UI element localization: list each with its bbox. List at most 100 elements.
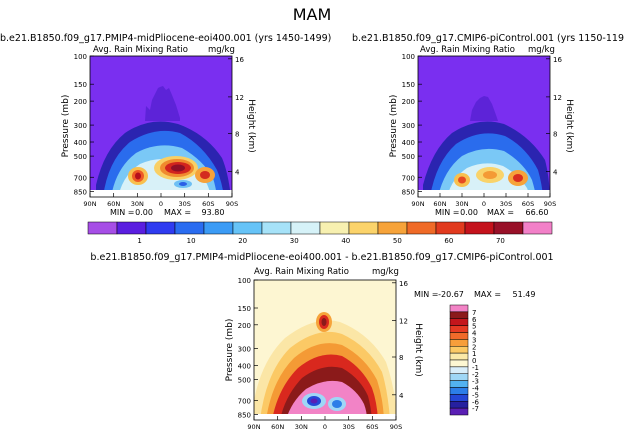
colorbar-swatch [116, 221, 147, 235]
panel-diff-y-ticks: 100 150 200 300 400 500 700 850 [238, 277, 258, 419]
panel-left-core-left-inner [135, 172, 141, 180]
y-tick-label: 400 [238, 362, 251, 370]
panel-diff-neg-left-dark [310, 398, 318, 404]
colorbar-label: 10 [187, 237, 196, 245]
x-tick-label: 30N [295, 423, 308, 431]
panel-diff-ylabel: Pressure (mb) [225, 319, 235, 382]
panel-left-tower [145, 86, 180, 121]
colorbar-swatch [290, 221, 321, 235]
diff-colorbar-swatch [449, 387, 469, 395]
panel-diff-max-value: 51.49 [513, 290, 536, 299]
height-tick-label: 8 [399, 354, 403, 362]
panel-diff-plot [254, 280, 396, 420]
y-tick-label: 100 [238, 277, 251, 285]
colorbar-swatch [377, 221, 408, 235]
panel-right-ylabel-right: Height (km) [564, 99, 574, 153]
y-tick-label: 150 [238, 305, 251, 313]
panel-diff-neg-right-core [332, 400, 342, 408]
diff-colorbar-label: 7 [472, 309, 476, 317]
panel-left-core-center-dark [171, 164, 185, 172]
panel-right-ylabel: Pressure (mb) [389, 95, 399, 158]
panel-left-min-value: 0.00 [135, 208, 153, 217]
height-tick-label: 16 [235, 56, 244, 64]
y-tick-label: 500 [238, 376, 251, 384]
y-tick-label: 700 [238, 397, 251, 405]
height-tick-label: 16 [553, 56, 562, 64]
panel-left-y-ticks: 100 150 200 300 400 500 700 850 [74, 53, 94, 196]
colorbar-swatch [406, 221, 437, 235]
diff-colorbar-swatch [449, 332, 469, 340]
panel-right-y-ticks: 100 150 200 300 400 500 700 850 [402, 53, 422, 196]
colorbar-swatch [232, 221, 263, 235]
x-tick-label: 90N [247, 423, 260, 431]
height-tick-label: 12 [399, 318, 408, 326]
panel-diff-height-ticks: 16 12 8 4 [392, 280, 408, 400]
diff-colorbar-label: -3 [472, 378, 479, 386]
x-tick-label: 0 [482, 200, 486, 208]
page-title: MAM [293, 5, 332, 24]
colorbar-swatch [493, 221, 524, 235]
diff-colorbar-label: -2 [472, 371, 479, 379]
panel-right-field-label: Avg. Rain Mixing Ratio [420, 45, 515, 55]
diff-colorbar-swatch [449, 339, 469, 347]
x-tick-label: 30S [500, 200, 512, 208]
y-tick-label: 100 [402, 53, 415, 61]
panel-left-lower-hole-core [179, 182, 187, 186]
diff-colorbar-label: 3 [472, 336, 476, 344]
diff-colorbar-swatch [449, 401, 469, 409]
panel-left-ylabel: Pressure (mb) [61, 95, 71, 158]
diff-colorbar-swatch [449, 318, 469, 326]
panel-diff-units: mg/kg [372, 267, 399, 277]
x-tick-label: 90N [83, 200, 96, 208]
x-tick-label: 90S [226, 200, 238, 208]
panel-left-max-value: 93.80 [202, 208, 225, 217]
panel-right-min-value: 0.00 [460, 208, 478, 217]
colorbar-label: 50 [393, 237, 402, 245]
colorbar-label: 30 [290, 237, 299, 245]
colorbar-label: 60 [444, 237, 453, 245]
panel-left-max-label: MAX = [164, 208, 191, 217]
diff-colorbar-label: 4 [472, 330, 477, 338]
x-tick-label: 0 [159, 200, 163, 208]
panel-diff-min-label: MIN = [414, 290, 439, 299]
y-tick-label: 150 [74, 81, 87, 89]
panel-left-plot [90, 56, 232, 197]
colorbar-label: 1 [137, 237, 141, 245]
y-tick-label: 300 [74, 122, 87, 130]
y-tick-label: 200 [238, 322, 251, 330]
diff-colorbar-swatch [449, 394, 469, 402]
panel-left-x-ticks: 90N 60N 30N 0 30S 60S 90S [83, 193, 238, 208]
colorbar-swatch [261, 221, 292, 235]
colorbar-swatch [174, 221, 205, 235]
panel-left-ylabel-right: Height (km) [246, 99, 256, 153]
panel-left-field-label: Avg. Rain Mixing Ratio [93, 45, 188, 55]
x-tick-label: 60N [107, 200, 120, 208]
y-tick-label: 300 [238, 346, 251, 354]
panel-diff-upper-blob-inner [321, 318, 327, 326]
diff-colorbar-swatch [449, 304, 469, 313]
height-tick-label: 8 [235, 131, 239, 139]
colorbar-label: 20 [238, 237, 247, 245]
y-tick-label: 850 [238, 411, 251, 419]
panel-left-units: mg/kg [208, 45, 235, 55]
diff-colorbar-swatch [449, 373, 469, 381]
panel-right-min-label: MIN = [435, 208, 460, 217]
y-tick-label: 850 [74, 188, 87, 196]
height-tick-label: 4 [553, 169, 558, 177]
y-tick-label: 100 [74, 53, 87, 61]
diff-colorbar-swatch [449, 325, 469, 333]
panel-right-core-center-inner [483, 171, 497, 179]
y-tick-label: 500 [74, 153, 87, 161]
panel-left-height-ticks: 16 12 8 4 [228, 56, 244, 177]
diff-colorbar-label: 6 [472, 316, 477, 324]
x-tick-label: 60S [522, 200, 534, 208]
height-tick-label: 8 [553, 131, 557, 139]
x-tick-label: 60N [271, 423, 284, 431]
panel-right-plot [418, 56, 550, 197]
y-tick-label: 300 [402, 122, 415, 130]
panel-right-core-right-inner [513, 174, 523, 182]
panel-diff-band-pink [286, 380, 367, 420]
diff-colorbar-label: -4 [472, 385, 480, 393]
